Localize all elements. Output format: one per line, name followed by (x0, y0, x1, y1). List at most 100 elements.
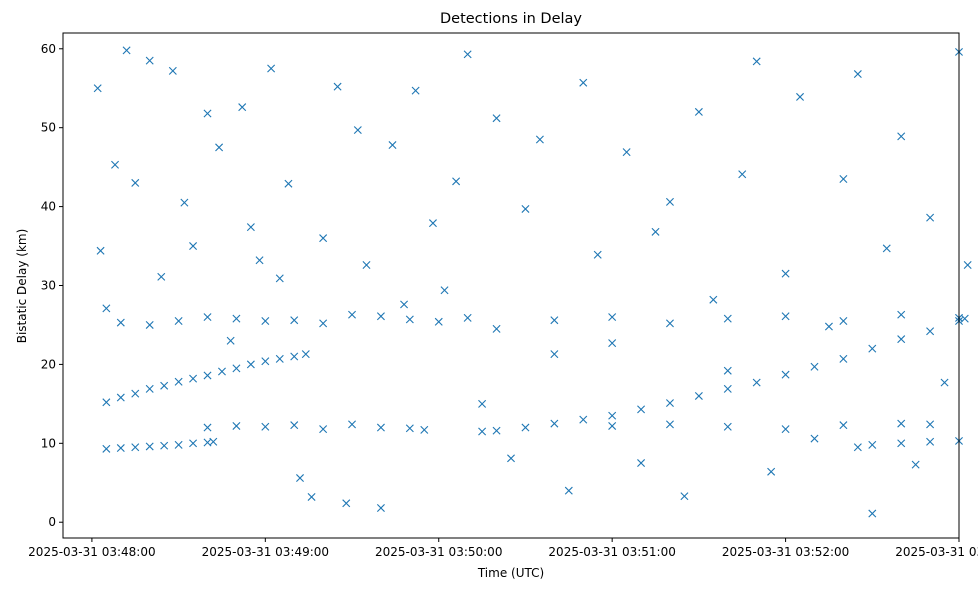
chart-title: Detections in Delay (440, 11, 582, 27)
data-point (723, 422, 732, 431)
data-point (622, 148, 631, 157)
data-point (174, 317, 183, 325)
data-point (145, 442, 154, 451)
data-point (492, 114, 501, 123)
x-axis: 2025-03-31 03:48:00 2025-03-31 03:49:00 20… (28, 538, 978, 559)
data-point (868, 440, 877, 449)
data-point (781, 370, 790, 379)
data-point (232, 421, 241, 430)
data-point (168, 66, 177, 75)
data-point (131, 443, 140, 452)
data-point (478, 427, 487, 436)
series-track-25km (116, 310, 963, 333)
x-tick-label: 2025-03-31 03:49:00 (202, 545, 329, 559)
data-point (102, 304, 111, 313)
data-point (492, 426, 501, 435)
data-point (116, 393, 125, 402)
data-point (353, 126, 362, 135)
data-point (897, 132, 906, 141)
data-point (290, 352, 299, 361)
data-point (781, 269, 790, 278)
data-point (319, 425, 328, 434)
data-point (665, 399, 674, 408)
data-point (579, 415, 588, 424)
data-point (608, 411, 617, 420)
data-point (637, 459, 646, 468)
x-tick-label: 2025-03-31 03:51:00 (548, 545, 675, 559)
series-track-12km (203, 419, 935, 434)
data-point (215, 143, 224, 152)
data-point (535, 135, 544, 144)
data-point (131, 178, 140, 187)
data-point (767, 467, 776, 476)
data-point (189, 374, 198, 383)
data-point (203, 371, 212, 380)
data-point (217, 367, 226, 376)
data-point (651, 227, 660, 236)
data-point (853, 443, 862, 452)
data-point (882, 244, 891, 253)
data-point (232, 364, 241, 373)
data-point (122, 46, 131, 55)
data-point (275, 354, 284, 363)
data-point (145, 320, 154, 329)
y-tick-label: 10 (41, 436, 56, 450)
data-point (246, 223, 255, 232)
data-point (550, 350, 559, 359)
data-point (400, 300, 409, 309)
data-point (452, 177, 461, 186)
data-point (810, 434, 819, 443)
data-point (752, 378, 761, 387)
data-point (261, 317, 270, 325)
data-point (102, 444, 111, 453)
data-point (579, 78, 588, 87)
data-point (238, 103, 247, 112)
data-point (434, 317, 443, 326)
data-point (255, 256, 264, 265)
data-point (420, 425, 429, 434)
data-point (180, 198, 189, 207)
data-point (463, 313, 472, 322)
data-point (290, 421, 299, 430)
y-tick-label: 60 (41, 42, 56, 56)
data-point (145, 384, 154, 393)
data-point (853, 70, 862, 79)
data-point (116, 318, 125, 327)
data-point (723, 384, 732, 393)
data-point (868, 344, 877, 353)
data-point (362, 260, 371, 269)
data-point (131, 389, 140, 398)
data-point (284, 179, 293, 188)
data-point (174, 377, 183, 386)
data-point (897, 419, 906, 428)
data-point (428, 219, 437, 228)
y-axis: 0 10 20 30 40 50 60 (41, 42, 63, 529)
data-point (405, 315, 414, 324)
data-point (665, 319, 674, 328)
data-point (940, 378, 949, 387)
data-point (440, 286, 449, 295)
data-point (174, 440, 183, 449)
y-tick-label: 30 (41, 279, 56, 293)
data-point (738, 170, 747, 179)
data-point (232, 314, 241, 323)
x-tick-label: 2025-03-31 03:48:00 (28, 545, 155, 559)
data-point (261, 357, 270, 366)
data-point (839, 354, 848, 363)
data-point (333, 82, 342, 91)
y-tick-label: 0 (48, 515, 56, 529)
data-point (203, 313, 212, 322)
data-point (492, 324, 501, 333)
data-point (301, 350, 310, 359)
x-tick-label: 2025-03-31 03:50:00 (375, 545, 502, 559)
series-clutter (93, 46, 972, 518)
data-point (550, 316, 559, 325)
data-point (521, 423, 530, 432)
data-point (723, 366, 732, 375)
data-point (261, 422, 270, 431)
data-point (376, 312, 385, 321)
data-point (564, 486, 573, 495)
data-point (608, 421, 617, 430)
data-point (926, 420, 935, 429)
data-point (665, 420, 674, 429)
